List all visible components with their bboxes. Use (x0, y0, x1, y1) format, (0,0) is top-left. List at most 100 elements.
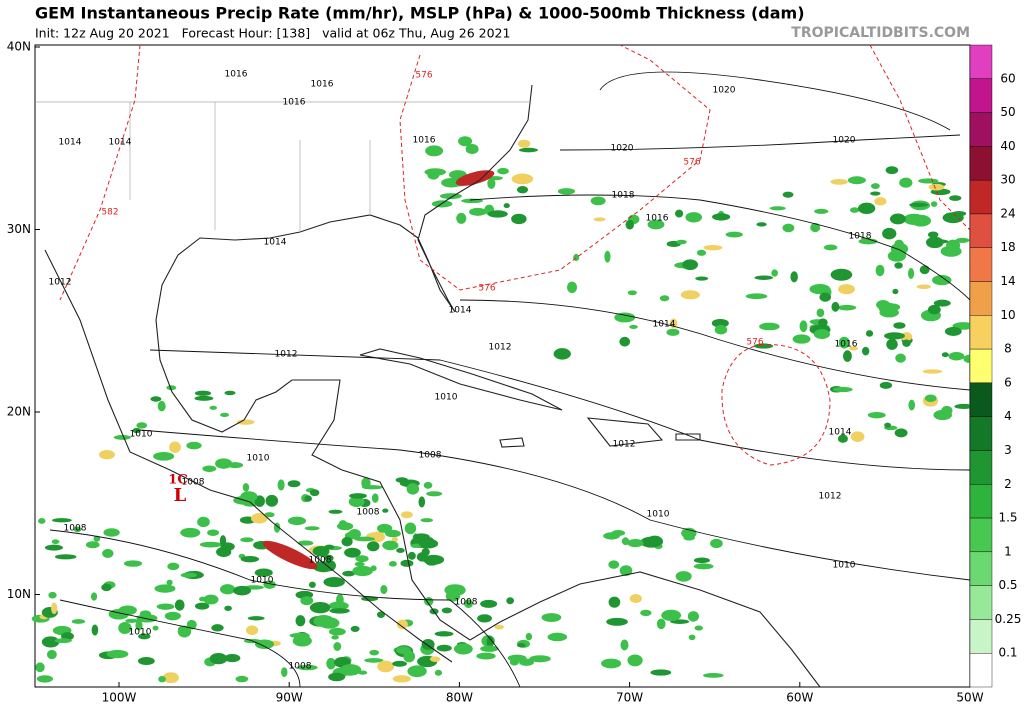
isobar-label: 1008 (289, 662, 312, 672)
precip-cell (287, 516, 307, 526)
precip-cell (924, 394, 937, 402)
precip-cell (445, 590, 461, 602)
precip-cell (370, 565, 377, 572)
precip-cell (98, 449, 115, 460)
colorbar-label: 6 (1004, 375, 1012, 389)
thickness-label: 576 (746, 338, 763, 348)
precip-cell (487, 210, 508, 218)
isobar-label: 1010 (247, 454, 270, 464)
precip-cell (118, 622, 132, 634)
precip-cell (769, 206, 786, 211)
precip-cell (297, 664, 318, 671)
precip-cell (627, 290, 637, 296)
precip-cell (899, 177, 913, 188)
precip-cell (656, 618, 666, 630)
precip-cell (886, 338, 898, 350)
subtitle: Init: 12z Aug 20 2021 Forecast Hour: [13… (35, 26, 510, 41)
precip-cell (557, 188, 576, 195)
precip-cell (328, 672, 346, 682)
jamaica (499, 437, 525, 448)
precip-cell (948, 351, 965, 361)
colorbar-swatch (969, 382, 993, 417)
precip-cell (759, 322, 780, 331)
colorbar-swatch (969, 213, 993, 248)
isobar (59, 599, 301, 688)
precip-cell (681, 527, 697, 539)
precip-cell (603, 532, 620, 540)
precip-cell (203, 594, 219, 605)
isobar-label: 1020 (713, 86, 736, 96)
precip-cell (91, 624, 99, 636)
colorbar-swatch (969, 146, 993, 181)
precip-cell (54, 554, 77, 560)
precip-cell (391, 537, 399, 543)
isobar-label: 1016 (413, 136, 436, 146)
precip-cell (916, 284, 931, 290)
precip-cell (35, 662, 45, 673)
colorbar: 60 50 40 30 24 18 14 10 8 6 4 3 2 1.5 1 0.5 0.25 0.1 (969, 44, 1021, 688)
precip-cell (503, 203, 510, 209)
precip-cell (675, 209, 684, 218)
precip-cell (235, 675, 249, 683)
precip-cell (593, 217, 606, 222)
precip-cell (756, 222, 767, 227)
lat-label: 40N (7, 40, 31, 54)
precip-cell (186, 441, 202, 450)
precip-cell (136, 422, 148, 429)
precip-cell (138, 633, 151, 640)
precip-cell (843, 350, 852, 362)
contour-labels: 1016 1016 1016 1014 1014 1016 1020 1020 1020 1018… (49, 70, 872, 672)
precip-cell (480, 645, 499, 652)
precip-cell (464, 599, 473, 608)
precip-cell (312, 561, 335, 573)
isobar (599, 71, 951, 131)
precip-cell (403, 650, 416, 663)
precip-cell (933, 299, 951, 307)
precip-cell (136, 613, 158, 623)
isobar-label: 1014 (59, 138, 82, 148)
lat-label: 10N (7, 587, 31, 601)
colorbar-label: 14 (1000, 274, 1015, 288)
precip-cell (180, 527, 201, 538)
isobar-label: 1014 (829, 428, 852, 438)
precip-cell (876, 299, 891, 310)
isobar-label: 1012 (275, 350, 298, 360)
lon-label: 100W (102, 691, 137, 705)
precip-cell (529, 655, 551, 663)
colorbar-label: 8 (1004, 342, 1012, 356)
precip-cell (711, 318, 729, 328)
precip-cell (101, 583, 112, 592)
precip-cell (328, 627, 346, 636)
source: TROPICALTIDBITS.COM (791, 25, 970, 41)
precip-cell (336, 522, 354, 531)
precip-cell (216, 546, 232, 557)
precip-cell (186, 619, 197, 630)
precip-cell (792, 334, 811, 344)
precip-cell (263, 580, 276, 589)
precip-cell (396, 547, 405, 553)
precip-layer (31, 136, 977, 684)
precip-cell (928, 183, 945, 191)
precip-cell (420, 518, 433, 523)
precip-cell (125, 618, 139, 623)
precip-cell (604, 250, 611, 263)
precip-cell (416, 552, 429, 562)
precip-cell (281, 667, 288, 678)
colorbar-label: 18 (1000, 240, 1015, 254)
thickness-line (721, 344, 831, 466)
precip-cell (647, 219, 665, 230)
precip-cell (262, 540, 318, 570)
precip-cell (424, 168, 447, 176)
isobar-label: 1008 (357, 508, 380, 518)
precip-cell (627, 654, 643, 667)
precip-cell (894, 428, 908, 438)
precip-cell (304, 526, 320, 531)
precip-cell (339, 664, 362, 676)
precip-cell (813, 329, 830, 339)
precip-cell (46, 649, 57, 660)
lat-label: 30N (7, 222, 31, 236)
precip-cell (326, 657, 336, 670)
isobar (459, 299, 971, 391)
precip-cell (955, 237, 970, 243)
